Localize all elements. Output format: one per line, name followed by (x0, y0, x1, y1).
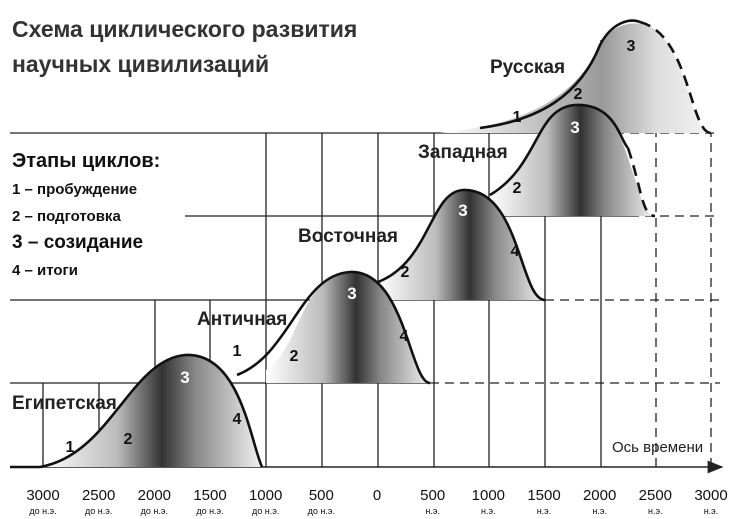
tick-year: 2000 (138, 487, 171, 504)
tick-year: 3000 (26, 487, 59, 504)
tick-year: 0 (373, 487, 381, 504)
legend-item: 1 – пробуждение (12, 181, 137, 198)
tick-year: 3000 (694, 487, 727, 504)
stage: 2 (290, 348, 299, 365)
stage: 1 (513, 109, 522, 126)
title: научных цивилизаций (12, 51, 269, 77)
civ-name: Восточная (298, 226, 398, 247)
tick-era: н.э. (425, 506, 440, 516)
tick-era: до н.э. (29, 506, 56, 516)
tick-era: до н.э. (308, 506, 335, 516)
tick-era: до н.э. (85, 506, 112, 516)
legend-item: 4 – итоги (12, 262, 78, 279)
legend-item: 3 – созидание (12, 232, 143, 253)
stage: 3 (570, 118, 579, 137)
tick-era: н.э. (704, 506, 719, 516)
stage: 3 (458, 201, 467, 220)
tick-year: 1500 (193, 487, 226, 504)
axis-ticks: 3000 до н.э. 2500 до н.э. 2000 до н.э. 1500 до … (26, 487, 727, 516)
legend-item: 2 – подготовка (12, 208, 121, 225)
stage: 2 (401, 264, 410, 281)
tick-year: 500 (309, 487, 334, 504)
stage: 4 (400, 328, 409, 345)
stage: 2 (513, 180, 522, 197)
stage: 1 (66, 439, 75, 456)
stage: 3 (347, 284, 356, 303)
tick-year: 2500 (82, 487, 115, 504)
tick-year: 500 (420, 487, 445, 504)
tick-era: н.э. (481, 506, 496, 516)
tick-era: до н.э. (196, 506, 223, 516)
tick-era: до н.э. (141, 506, 168, 516)
curves (10, 19, 712, 469)
tick-era: н.э. (648, 506, 663, 516)
tick-era: н.э. (537, 506, 552, 516)
civ-name: Русская (490, 57, 565, 78)
civ-name: Античная (197, 309, 287, 330)
civ-name: Египетская (12, 393, 117, 414)
tick-era: до н.э. (252, 506, 279, 516)
stage: 2 (574, 86, 583, 103)
axis-label: Ось времени (612, 439, 703, 456)
tick-year: 2000 (583, 487, 616, 504)
civ-name: Западная (418, 142, 508, 163)
tick-year: 2500 (639, 487, 672, 504)
tick-era: н.э. (592, 506, 607, 516)
tick-year: 1000 (472, 487, 505, 504)
legend-title: Этапы циклов: (12, 150, 160, 172)
stage: 4 (233, 411, 242, 428)
tick-year: 1500 (527, 487, 560, 504)
stage: 2 (124, 431, 133, 448)
title: Схема циклического развития (12, 16, 357, 42)
tick-year: 1000 (249, 487, 282, 504)
stages: 1 2 3 4 1 2 3 4 2 3 4 2 3 1 2 3 (66, 38, 636, 456)
stage: 1 (233, 343, 242, 360)
stage: 3 (180, 368, 189, 387)
stage: 3 (627, 38, 636, 55)
stage: 4 (511, 243, 520, 260)
